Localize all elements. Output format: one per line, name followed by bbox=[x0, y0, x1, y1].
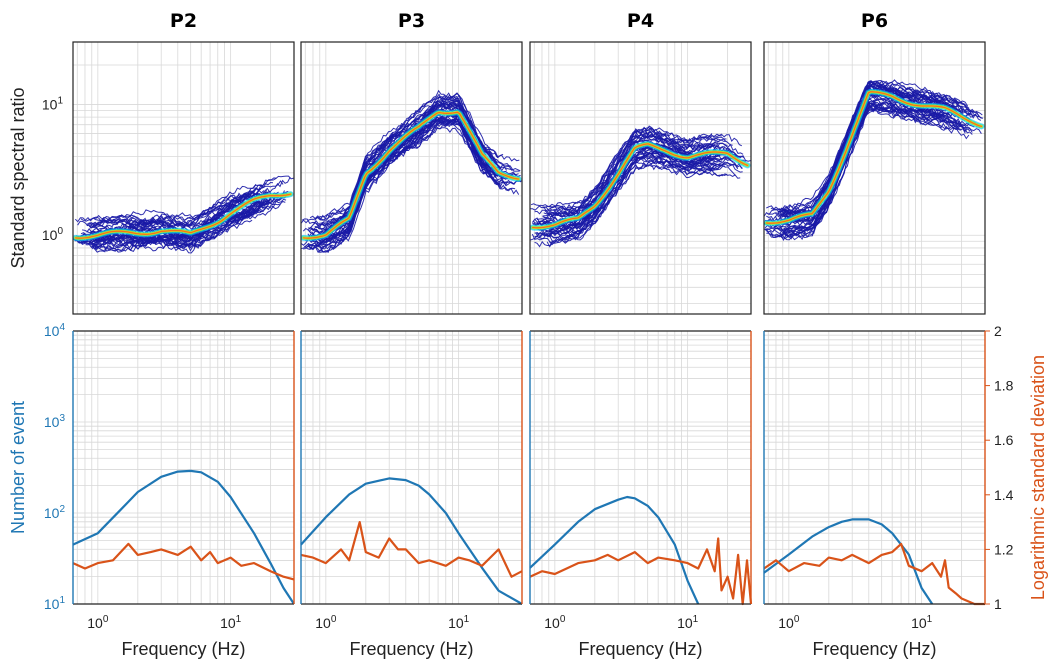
ssr-curve bbox=[312, 116, 488, 242]
x-tick-label: 100 bbox=[315, 614, 337, 631]
ssr-curve bbox=[546, 131, 725, 218]
ssr-curves bbox=[72, 175, 294, 254]
stats-axes: 101 102 103 104 100 101 Frequency (Hz) bbox=[44, 322, 295, 659]
ssr-axes: 100 101 bbox=[42, 41, 295, 315]
stats-axes: 100 101 Frequency (Hz) bbox=[300, 330, 523, 659]
ssr-curve bbox=[549, 130, 713, 216]
plot-area bbox=[764, 331, 985, 604]
plot-area bbox=[301, 42, 522, 314]
ssr-axes bbox=[529, 41, 752, 315]
ssr-curve bbox=[301, 92, 499, 228]
density-core bbox=[531, 143, 749, 229]
x-tick-label: 100 bbox=[87, 614, 109, 631]
y-axis-label: Number of event bbox=[8, 401, 28, 534]
stats-axes: 100 101 Frequency (Hz) bbox=[529, 330, 753, 659]
ssr-curve bbox=[542, 139, 744, 224]
y-tick-label: 103 bbox=[44, 413, 66, 430]
ssr-curve bbox=[785, 86, 972, 216]
y-tick-label: 2 bbox=[994, 323, 1002, 339]
ssr-axes bbox=[763, 41, 986, 315]
ssr-curve bbox=[783, 101, 982, 232]
panel-title: P4 bbox=[627, 10, 654, 32]
y-tick-label: 1.4 bbox=[994, 487, 1014, 503]
y-tick-label: 1.6 bbox=[994, 432, 1014, 448]
ssr-curve bbox=[544, 150, 726, 238]
ssr-curve bbox=[92, 209, 258, 251]
ssr-curve bbox=[774, 99, 973, 235]
ssr-curves bbox=[763, 79, 985, 242]
axes-frame bbox=[300, 41, 523, 315]
ssr-curve bbox=[77, 205, 264, 253]
axes-frame bbox=[763, 41, 986, 315]
y-axis-label-right: Logarithmic standard deviation bbox=[1028, 355, 1048, 600]
y-tick-label: 1 bbox=[994, 596, 1002, 612]
ssr-curve bbox=[307, 119, 514, 247]
y-tick-label: 101 bbox=[44, 595, 66, 612]
density-core bbox=[302, 111, 520, 239]
panel-title: P6 bbox=[861, 10, 888, 32]
axes-frame bbox=[529, 41, 752, 315]
density-core bbox=[74, 193, 292, 239]
y-tick-label: 1.2 bbox=[994, 541, 1014, 557]
ssr-curve bbox=[770, 80, 980, 214]
x-axis-label: Frequency (Hz) bbox=[812, 639, 936, 659]
x-tick-label: 100 bbox=[544, 614, 566, 631]
density-core bbox=[765, 91, 983, 224]
ssr-curve bbox=[764, 107, 959, 239]
ssr-curve bbox=[309, 119, 514, 242]
plot-area bbox=[73, 42, 294, 314]
ssr-curve bbox=[93, 183, 257, 227]
x-axis-label: Frequency (Hz) bbox=[578, 639, 702, 659]
log-std-line bbox=[300, 521, 523, 578]
ssr-curve bbox=[529, 127, 719, 211]
x-tick-label: 101 bbox=[448, 614, 470, 631]
ssr-curves bbox=[300, 89, 522, 254]
ssr-curve bbox=[534, 158, 741, 248]
ssr-curve bbox=[314, 93, 486, 221]
x-axis-label: Frequency (Hz) bbox=[121, 639, 245, 659]
plot-area bbox=[301, 331, 522, 604]
y-axis-label: Standard spectral ratio bbox=[8, 87, 28, 268]
ssr-curve bbox=[92, 197, 268, 245]
log-std-line bbox=[763, 542, 985, 606]
plot-area bbox=[530, 331, 751, 604]
ssr-curve bbox=[85, 198, 287, 247]
event-count-line bbox=[529, 495, 700, 605]
ssr-curve bbox=[94, 219, 253, 252]
ssr-axes bbox=[300, 41, 523, 315]
x-axis-label: Frequency (Hz) bbox=[349, 639, 473, 659]
x-tick-label: 101 bbox=[220, 614, 242, 631]
x-tick-label: 100 bbox=[778, 614, 800, 631]
ssr-curve bbox=[309, 96, 504, 221]
y-tick-label: 100 bbox=[42, 226, 64, 243]
panel-title: P2 bbox=[170, 10, 197, 32]
log-std-line bbox=[72, 542, 295, 581]
plot-area bbox=[530, 42, 751, 314]
y-tick-label: 102 bbox=[44, 504, 66, 521]
ssr-curve bbox=[534, 152, 739, 239]
y-tick-label: 101 bbox=[42, 95, 64, 112]
x-tick-label: 101 bbox=[677, 614, 699, 631]
panel-title: P3 bbox=[398, 10, 425, 32]
event-count-line bbox=[72, 469, 295, 605]
event-count-line bbox=[300, 477, 523, 605]
plot-area bbox=[73, 331, 294, 604]
axes-frame bbox=[72, 41, 295, 315]
ssr-curve bbox=[534, 156, 743, 242]
ssr-curve bbox=[534, 132, 721, 217]
stats-axes: 1 1.2 1.4 1.6 1.8 2 100 101 Frequency (Hz) bbox=[763, 323, 1014, 659]
y-tick-label: 104 bbox=[44, 322, 66, 339]
ssr-curve bbox=[84, 193, 286, 245]
ssr-curves bbox=[529, 125, 751, 248]
event-count-line bbox=[763, 518, 934, 605]
x-tick-label: 101 bbox=[911, 614, 933, 631]
log-std-line bbox=[529, 537, 753, 606]
ssr-curve bbox=[86, 192, 255, 228]
ssr-curve bbox=[766, 81, 983, 215]
y-tick-label: 1.8 bbox=[994, 378, 1014, 394]
